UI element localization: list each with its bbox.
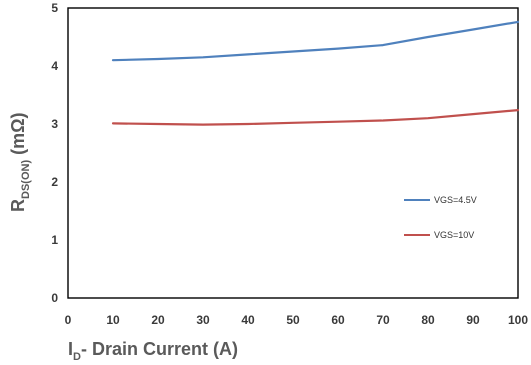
series-line-vgs-4-5v: [111, 20, 520, 62]
x-tick-label: 100: [508, 313, 528, 327]
x-tick-label: 10: [106, 313, 120, 327]
y-axis-title-main: R: [8, 199, 28, 212]
x-tick-label: 70: [376, 313, 390, 327]
series-line-vgs-10v: [111, 108, 520, 126]
x-tick-label: 80: [421, 313, 435, 327]
legend-label: VGS=10V: [434, 230, 474, 240]
y-tick-label: 2: [51, 175, 58, 189]
y-axis-title: RDS(ON) (mΩ): [8, 112, 32, 212]
y-tick-label: 1: [51, 233, 58, 247]
x-axis-title-main: I: [68, 339, 73, 359]
y-tick-label: 5: [51, 1, 58, 15]
plot-area: [67, 7, 519, 299]
x-tick-label: 0: [65, 313, 72, 327]
y-tick-labels: 0 1 2 3 4 5: [51, 1, 58, 305]
legend: VGS=4.5V VGS=10V: [404, 195, 477, 240]
x-tick-label: 50: [286, 313, 300, 327]
x-tick-label: 40: [241, 313, 255, 327]
x-tick-label: 60: [331, 313, 345, 327]
x-tick-label: 90: [466, 313, 480, 327]
legend-label: VGS=4.5V: [434, 195, 477, 205]
x-tick-label: 20: [151, 313, 165, 327]
x-axis-title-sub: D: [73, 351, 81, 363]
y-axis-title-sub: DS(ON): [20, 160, 32, 199]
y-axis-title-rest: (mΩ): [8, 112, 28, 159]
x-axis-title-rest: - Drain Current (A): [81, 339, 238, 359]
x-tick-labels: 0 10 20 30 40 50 60 70 80 90 100: [65, 313, 529, 327]
y-tick-label: 4: [51, 59, 58, 73]
y-tick-label: 0: [51, 291, 58, 305]
x-tick-label: 30: [196, 313, 210, 327]
series-lines: [111, 20, 520, 126]
y-tick-label: 3: [51, 117, 58, 131]
x-axis-title: ID- Drain Current (A): [68, 339, 238, 363]
